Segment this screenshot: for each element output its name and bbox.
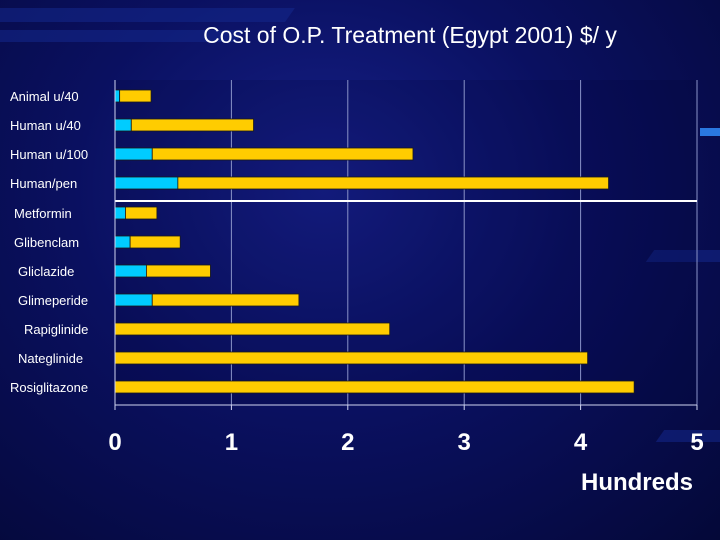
bar-segment-1 bbox=[114, 264, 147, 278]
plot-area bbox=[115, 80, 697, 405]
bar-segment-2 bbox=[151, 293, 300, 307]
category-label: Metformin bbox=[14, 206, 72, 221]
bar-segment-2 bbox=[114, 351, 588, 365]
category-label: Glibenclam bbox=[14, 235, 79, 250]
bar-segment-1 bbox=[114, 147, 153, 161]
category-label: Gliclazide bbox=[18, 264, 74, 279]
x-tick-label: 1 bbox=[225, 429, 238, 456]
category-label: Human u/100 bbox=[10, 147, 88, 162]
bar-segment-1 bbox=[114, 293, 153, 307]
bar-segment-2 bbox=[129, 235, 181, 249]
x-tick-label: 2 bbox=[341, 429, 354, 456]
category-label: Animal u/40 bbox=[10, 89, 79, 104]
bar-segment-2 bbox=[151, 147, 414, 161]
category-label: Glimeperide bbox=[18, 293, 88, 308]
x-tick-label: 5 bbox=[690, 429, 703, 456]
chart-title: Cost of O.P. Treatment (Egypt 2001) $/ y bbox=[203, 22, 617, 48]
category-label: Rosiglitazone bbox=[10, 380, 88, 395]
bar-segment-2 bbox=[130, 118, 254, 132]
bar-segment-1 bbox=[114, 206, 126, 220]
x-tick-label: 4 bbox=[574, 429, 588, 456]
bar-segment-2 bbox=[114, 322, 391, 336]
bar-segment-2 bbox=[146, 264, 211, 278]
x-tick-label: 0 bbox=[108, 429, 121, 456]
category-label: Nateglinide bbox=[18, 351, 83, 366]
bar-segment-2 bbox=[177, 176, 609, 190]
category-label: Human/pen bbox=[10, 176, 77, 191]
bar-segment-1 bbox=[114, 176, 179, 190]
bar-segment-1 bbox=[114, 89, 121, 103]
x-axis-title: Hundreds bbox=[581, 469, 693, 496]
bar-segment-2 bbox=[119, 89, 152, 103]
bar-segment-2 bbox=[125, 206, 158, 220]
bar-segment-1 bbox=[114, 235, 131, 249]
x-tick-label: 3 bbox=[458, 429, 471, 456]
category-label: Human u/40 bbox=[10, 118, 81, 133]
bar-segment-2 bbox=[114, 380, 635, 394]
category-label: Rapiglinide bbox=[24, 322, 88, 337]
bar-segment-1 bbox=[114, 118, 132, 132]
decorative-stripe bbox=[700, 128, 720, 136]
